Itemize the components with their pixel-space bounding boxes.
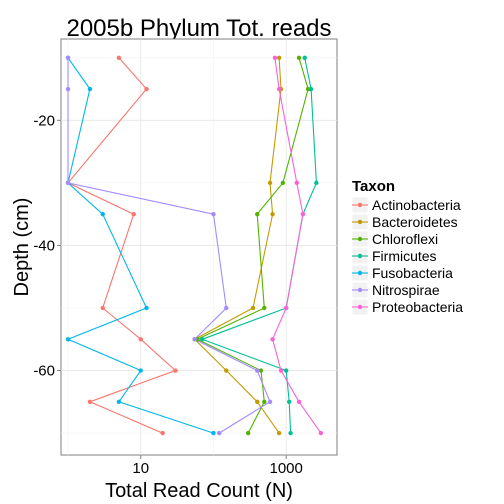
data-point-actinobacteria bbox=[144, 86, 149, 92]
legend-label-proteobacteria: Proteobacteria bbox=[372, 299, 463, 315]
x-axis: 10 1000 bbox=[132, 455, 303, 477]
data-point-actinobacteria bbox=[87, 399, 93, 405]
legend-key-point-firmicutes bbox=[357, 253, 363, 259]
data-point-fusobacteria bbox=[65, 337, 71, 342]
data-point-chloroflexi bbox=[262, 305, 267, 311]
data-point-actinobacteria bbox=[100, 305, 105, 311]
data-point-bacteroidetes bbox=[276, 55, 282, 60]
data-point-chloroflexi bbox=[296, 55, 302, 60]
data-point-proteobacteria bbox=[276, 86, 282, 92]
data-point-fusobacteria bbox=[116, 399, 122, 405]
data-point-fusobacteria bbox=[144, 305, 149, 311]
data-point-bacteroidetes bbox=[267, 180, 273, 186]
data-point-chloroflexi bbox=[280, 180, 286, 186]
legend-title: Taxon bbox=[352, 178, 395, 195]
data-point-fusobacteria bbox=[211, 430, 216, 436]
legend: Taxon ActinobacteriaBacteroidetesChlorof… bbox=[351, 178, 463, 316]
y-tick-label: -60 bbox=[33, 363, 55, 380]
data-point-nitrospirae bbox=[211, 211, 216, 217]
data-point-firmicutes bbox=[314, 180, 319, 186]
legend-key-point-actinobacteria bbox=[357, 202, 363, 208]
data-point-nitrospirae bbox=[65, 86, 71, 92]
legend-label-bacteroidetes: Bacteroidetes bbox=[372, 214, 458, 230]
data-point-nitrospirae bbox=[217, 430, 222, 436]
data-point-bacteroidetes bbox=[255, 399, 260, 405]
data-point-proteobacteria bbox=[300, 211, 306, 217]
data-point-actinobacteria bbox=[160, 430, 165, 436]
data-point-firmicutes bbox=[283, 368, 289, 373]
data-point-nitrospirae bbox=[65, 180, 71, 186]
data-point-chloroflexi bbox=[262, 399, 267, 405]
data-point-actinobacteria bbox=[138, 337, 143, 342]
grid bbox=[61, 39, 337, 455]
data-point-bacteroidetes bbox=[224, 368, 229, 373]
legend-key-point-bacteroidetes bbox=[357, 219, 363, 225]
plot-panel bbox=[60, 38, 338, 456]
legend-key-point-fusobacteria bbox=[357, 270, 363, 276]
data-point-actinobacteria bbox=[173, 368, 178, 373]
data-point-proteobacteria bbox=[294, 180, 300, 186]
data-point-proteobacteria bbox=[270, 337, 275, 342]
legend-label-chloroflexi: Chloroflexi bbox=[372, 231, 438, 247]
data-point-actinobacteria bbox=[131, 211, 136, 217]
x-tick-label: 10 bbox=[132, 460, 149, 477]
data-point-chloroflexi bbox=[305, 86, 311, 92]
x-axis-label: Total Read Count (N) bbox=[105, 480, 293, 502]
data-point-nitrospirae bbox=[255, 368, 260, 373]
data-point-proteobacteria bbox=[296, 399, 302, 405]
data-point-bacteroidetes bbox=[276, 430, 282, 436]
data-point-nitrospirae bbox=[192, 337, 197, 342]
data-point-fusobacteria bbox=[100, 211, 105, 217]
data-point-chloroflexi bbox=[245, 430, 251, 436]
legend-label-actinobacteria: Actinobacteria bbox=[372, 197, 461, 213]
x-tick-label: 1000 bbox=[269, 460, 302, 477]
data-point-bacteroidetes bbox=[250, 305, 256, 311]
legend-key-point-chloroflexi bbox=[357, 236, 363, 242]
y-tick-label: -40 bbox=[33, 237, 55, 254]
y-axis: -20 -40 -60 bbox=[33, 112, 61, 380]
chart-title: 2005b Phylum Tot. reads bbox=[66, 15, 331, 42]
data-point-proteobacteria bbox=[283, 305, 289, 311]
data-point-fusobacteria bbox=[87, 86, 93, 92]
data-point-chloroflexi bbox=[258, 368, 264, 373]
data-point-firmicutes bbox=[302, 55, 307, 60]
data-point-proteobacteria bbox=[318, 430, 324, 436]
data-point-firmicutes bbox=[288, 430, 293, 436]
data-point-proteobacteria bbox=[272, 55, 278, 60]
data-point-chloroflexi bbox=[255, 211, 260, 217]
legend-label-nitrospirae: Nitrospirae bbox=[372, 282, 440, 298]
data-point-firmicutes bbox=[286, 399, 292, 405]
data-point-nitrospirae bbox=[65, 55, 71, 60]
data-point-bacteroidetes bbox=[270, 211, 275, 217]
legend-key-point-proteobacteria bbox=[357, 304, 363, 310]
y-tick-label: -20 bbox=[33, 112, 55, 129]
y-axis-label: Depth (cm) bbox=[11, 198, 33, 297]
series-points bbox=[65, 55, 324, 436]
legend-label-fusobacteria: Fusobacteria bbox=[372, 265, 453, 281]
data-point-firmicutes bbox=[200, 337, 205, 342]
data-point-nitrospirae bbox=[267, 399, 273, 405]
data-point-actinobacteria bbox=[116, 55, 122, 60]
data-point-nitrospirae bbox=[224, 305, 229, 311]
legend-key-point-nitrospirae bbox=[357, 287, 363, 293]
data-point-fusobacteria bbox=[138, 368, 143, 373]
data-point-firmicutes bbox=[308, 86, 314, 92]
data-point-proteobacteria bbox=[278, 368, 284, 373]
legend-label-firmicutes: Firmicutes bbox=[372, 248, 437, 264]
